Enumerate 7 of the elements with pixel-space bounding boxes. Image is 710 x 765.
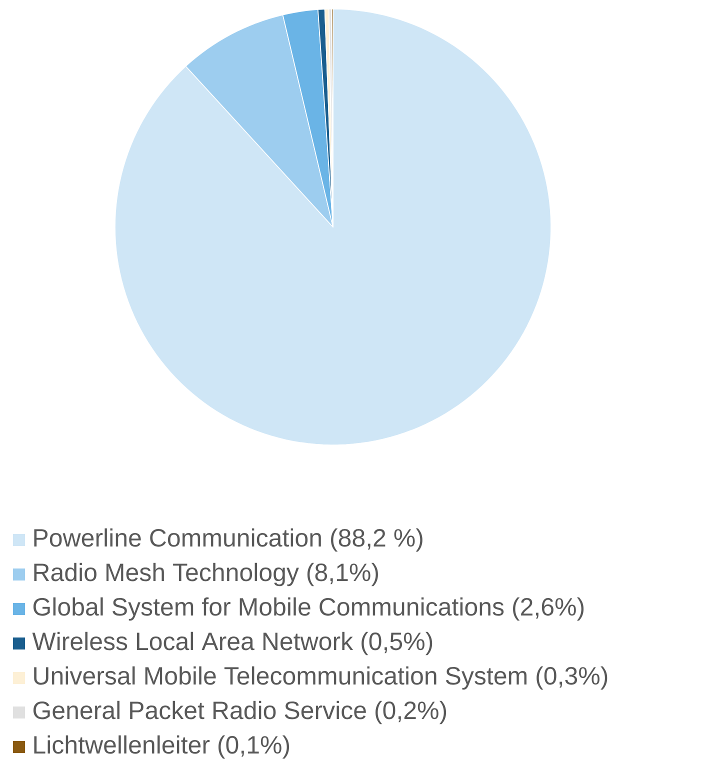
legend-label: Powerline Communication (88,2 %) bbox=[34, 528, 422, 552]
legend-label: Lichtwellenleiter (0,1%) bbox=[34, 735, 290, 759]
legend-label: Universal Mobile Telecommunication System (0,3%) bbox=[34, 666, 608, 690]
legend-label: Radio Mesh Technology (8,1%) bbox=[34, 562, 378, 586]
legend-label: Wireless Local Area Network (0,5%) bbox=[32, 632, 432, 656]
legend-label: Global System for Mobile Communications (2,6%) bbox=[33, 597, 584, 621]
legend-label: General Packet Radio Service (0,2%) bbox=[33, 700, 446, 724]
